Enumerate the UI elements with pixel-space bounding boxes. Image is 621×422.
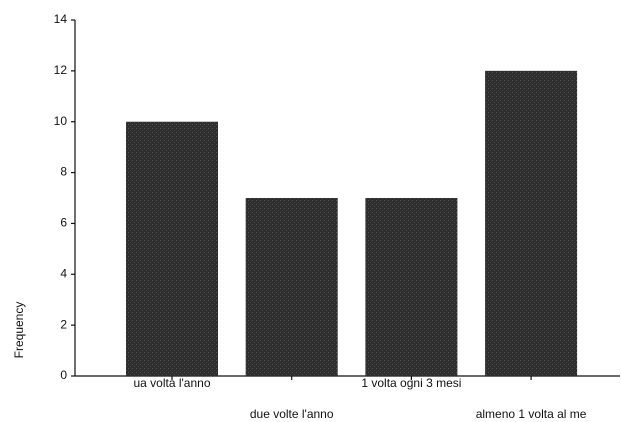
y-tick-label: 4 <box>60 266 67 280</box>
bar-texture <box>485 70 578 376</box>
y-tick-label: 8 <box>60 165 67 179</box>
y-tick-label: 2 <box>60 317 67 331</box>
bar-texture <box>126 121 218 376</box>
y-tick-label: 12 <box>54 63 68 77</box>
y-tick-label: 10 <box>54 114 68 128</box>
x-tick-label: almeno 1 volta al me <box>476 407 587 421</box>
bar-texture <box>245 198 338 376</box>
y-tick-label: 14 <box>54 12 68 26</box>
x-tick-label: 1 volta ogni 3 mesi <box>361 376 461 390</box>
y-axis-label: Frequency <box>12 302 26 359</box>
y-tick-label: 6 <box>60 216 67 230</box>
x-tick-label: ua volta l'anno <box>133 376 210 390</box>
y-tick-label: 0 <box>60 368 67 382</box>
x-tick-label: due volte l'anno <box>250 407 334 421</box>
bar-texture <box>365 198 458 376</box>
